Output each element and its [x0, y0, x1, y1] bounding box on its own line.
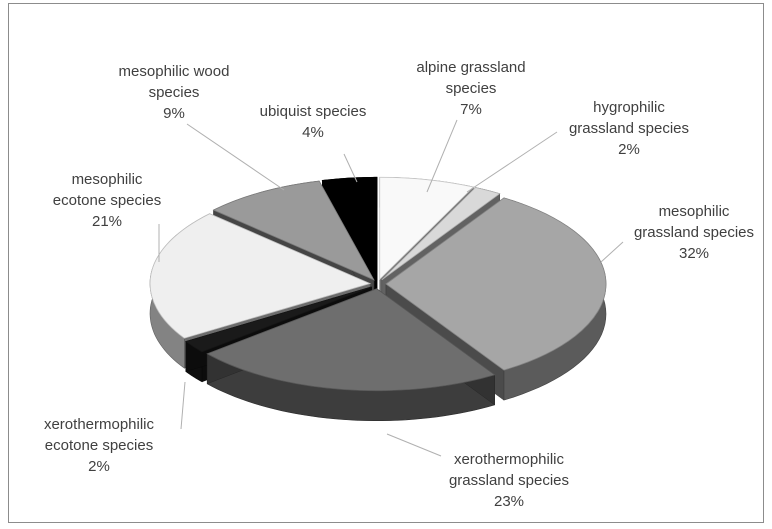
- data-label-line: 7%: [460, 101, 482, 118]
- data-label: alpine grassland species 7%: [416, 59, 525, 118]
- pie-slice: [149, 213, 372, 339]
- data-label: xerothermophilic grassland species 23%: [449, 451, 569, 510]
- leader-line: [600, 241, 624, 263]
- pie-slice: [321, 176, 378, 281]
- data-label-line: ecotone species: [45, 437, 153, 454]
- data-label-line: grassland species: [634, 224, 754, 241]
- data-label: mesophilic ecotone species 21%: [53, 171, 161, 230]
- data-label-line: 32%: [679, 245, 709, 262]
- data-label-line: alpine grassland: [416, 59, 525, 76]
- data-label-line: 4%: [302, 124, 324, 141]
- leader-line: [426, 119, 458, 193]
- leader-line: [343, 153, 358, 183]
- data-label-line: grassland species: [449, 472, 569, 489]
- pie-slice: [379, 176, 475, 281]
- data-label-line: xerothermophilic: [454, 451, 565, 468]
- data-label: mesophilic wood species 9%: [119, 63, 230, 122]
- pie-slice: [381, 187, 501, 281]
- data-label: xerothermophilic ecotone species 2%: [44, 416, 155, 475]
- pie-slice: [184, 286, 372, 353]
- leader-line: [186, 123, 285, 191]
- data-label: ubiquist species 4%: [260, 103, 367, 141]
- pie-slice: [385, 197, 607, 371]
- pie-slice: [212, 180, 375, 281]
- leader-line: [386, 433, 442, 457]
- data-label: mesophilic grassland species 32%: [634, 203, 754, 262]
- data-label-line: species: [446, 80, 497, 97]
- pie-chart: alpine grassland species 7% hygrophilic gras…: [44, 59, 754, 510]
- data-label-line: 9%: [163, 105, 185, 122]
- data-label-line: mesophilic wood: [119, 63, 230, 80]
- pie-slice: [206, 288, 496, 392]
- data-label-line: hygrophilic: [593, 99, 665, 116]
- data-label-line: mesophilic: [72, 171, 143, 188]
- data-label: hygrophilic grassland species 2%: [569, 99, 689, 158]
- data-label-line: grassland species: [569, 120, 689, 137]
- data-label-line: xerothermophilic: [44, 416, 155, 433]
- data-label-line: 2%: [88, 458, 110, 475]
- leader-line: [180, 381, 186, 430]
- data-label-line: mesophilic: [659, 203, 730, 220]
- data-label-line: 23%: [494, 493, 524, 510]
- leader-line: [466, 131, 558, 193]
- data-label-line: 21%: [92, 213, 122, 230]
- data-label-line: ubiquist species: [260, 103, 367, 120]
- data-label-line: 2%: [618, 141, 640, 158]
- data-label-line: species: [149, 84, 200, 101]
- chart-frame: alpine grassland species 7% hygrophilic gras…: [8, 3, 764, 523]
- data-label-line: ecotone species: [53, 192, 161, 209]
